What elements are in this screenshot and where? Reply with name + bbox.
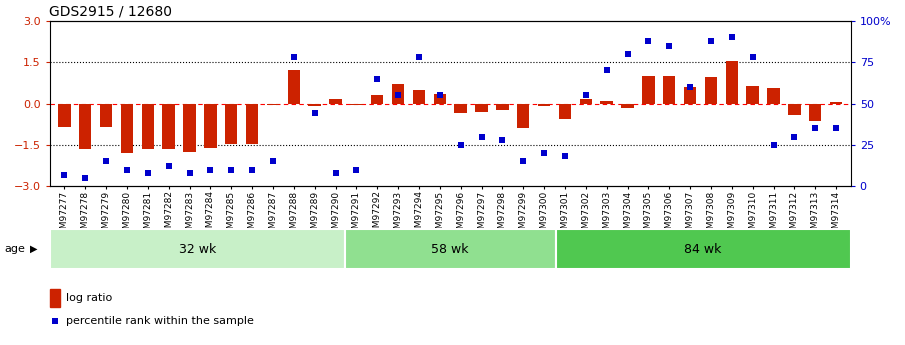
Bar [600, 101, 613, 104]
Bar [225, 104, 237, 144]
Bar [371, 95, 384, 104]
Text: percentile rank within the sample: percentile rank within the sample [66, 316, 254, 326]
Bar [454, 104, 467, 113]
Bar [643, 76, 654, 104]
Bar [705, 77, 718, 104]
Bar [556, 229, 851, 269]
Bar [496, 104, 509, 110]
Bar [747, 86, 759, 104]
Bar [809, 104, 822, 121]
Bar [205, 104, 216, 148]
Bar [517, 104, 529, 128]
Bar [329, 99, 342, 104]
Bar [558, 104, 571, 119]
Bar [288, 70, 300, 104]
Bar [392, 84, 405, 103]
Bar [162, 104, 175, 149]
Bar [538, 104, 550, 106]
Bar [120, 104, 133, 153]
Bar [50, 289, 60, 306]
Bar [246, 104, 258, 144]
Bar [767, 88, 780, 104]
Text: GDS2915 / 12680: GDS2915 / 12680 [49, 4, 172, 18]
Bar [350, 104, 363, 105]
Bar [433, 94, 446, 104]
Bar [579, 99, 592, 104]
Bar [684, 87, 696, 104]
Bar [621, 104, 634, 108]
Bar [309, 104, 321, 106]
Bar [50, 229, 345, 269]
Bar [830, 102, 843, 103]
Text: 32 wk: 32 wk [178, 243, 216, 256]
Bar [726, 61, 738, 104]
Bar [475, 104, 488, 112]
Bar [413, 90, 425, 104]
Bar [788, 104, 801, 115]
Bar [183, 104, 195, 152]
Bar [79, 104, 91, 149]
Bar [58, 104, 71, 127]
Bar [141, 104, 154, 149]
Text: age: age [5, 244, 25, 254]
Bar [100, 104, 112, 127]
Bar [345, 229, 556, 269]
Text: 84 wk: 84 wk [684, 243, 722, 256]
Text: ▶: ▶ [30, 244, 37, 254]
Text: 58 wk: 58 wk [432, 243, 469, 256]
Text: log ratio: log ratio [66, 294, 112, 304]
Bar [267, 104, 280, 105]
Bar [663, 76, 675, 104]
